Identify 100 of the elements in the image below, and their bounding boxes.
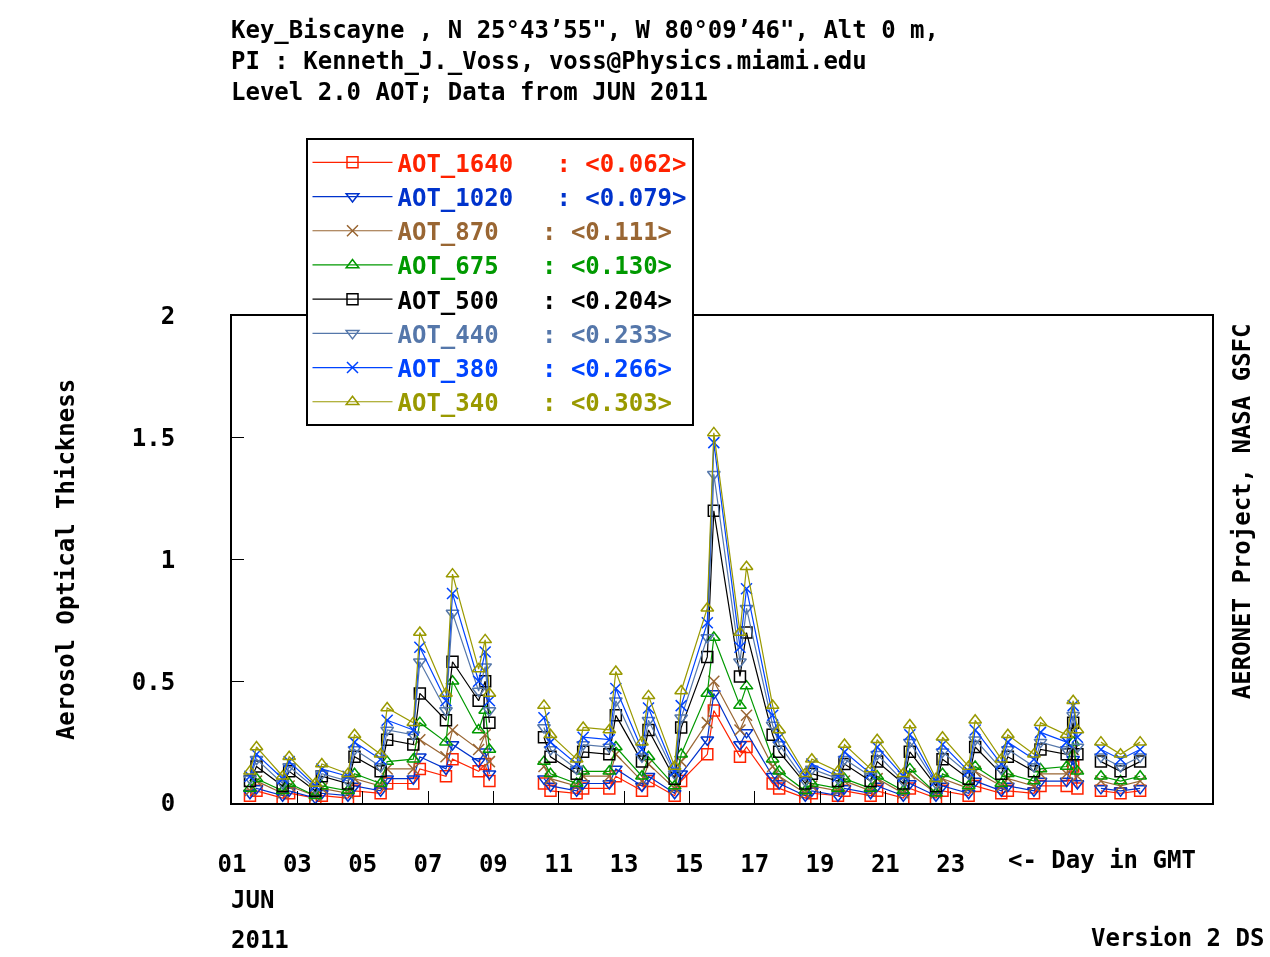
x-tick-label: 21 (870, 849, 900, 878)
text: <- Day in GMT (1008, 846, 1196, 874)
point (994, 777, 1009, 788)
point (902, 738, 917, 749)
point (413, 733, 427, 746)
point (249, 740, 264, 751)
point (478, 675, 492, 688)
point (740, 709, 753, 722)
point (1001, 772, 1015, 785)
point (472, 694, 485, 707)
point (935, 748, 950, 759)
point (1033, 738, 1048, 749)
point (544, 784, 557, 798)
legend-label: AOT_870 : <0.111> (397, 218, 673, 247)
point (1071, 731, 1084, 744)
point (831, 769, 845, 783)
point (569, 777, 584, 788)
point (706, 426, 721, 437)
point (635, 784, 649, 798)
point (733, 723, 747, 737)
point (707, 704, 721, 717)
point (1000, 767, 1015, 778)
point (1071, 748, 1084, 761)
point (1071, 782, 1084, 795)
point (446, 723, 459, 737)
point (1001, 735, 1015, 749)
point (406, 752, 421, 763)
point (483, 716, 496, 729)
point (1094, 755, 1108, 768)
point (570, 779, 583, 793)
point (831, 784, 845, 798)
point (407, 738, 420, 751)
point (482, 706, 497, 717)
point (700, 633, 715, 644)
point (603, 733, 616, 746)
point (701, 748, 714, 761)
point (1070, 723, 1085, 734)
point (936, 752, 949, 766)
x-tick-label: 03 (282, 849, 312, 878)
point (576, 769, 590, 783)
point (413, 762, 427, 776)
text: JUN (231, 886, 275, 914)
point (570, 757, 583, 771)
point (766, 777, 779, 790)
point (1034, 726, 1047, 739)
point (864, 767, 877, 781)
legend-label: AOT_380 : <0.266> (397, 354, 673, 383)
point (445, 609, 460, 620)
point (439, 694, 453, 707)
point (674, 721, 688, 734)
point (961, 779, 976, 790)
point (446, 587, 459, 600)
point (740, 740, 753, 754)
point (347, 728, 362, 739)
point (347, 782, 362, 793)
y-tick-label: 1.5 (131, 424, 176, 453)
point (478, 728, 492, 742)
point (275, 784, 290, 795)
point (1000, 728, 1015, 739)
point (1114, 765, 1127, 778)
point (348, 750, 361, 763)
point (870, 769, 885, 780)
point (740, 582, 753, 595)
point (537, 760, 551, 773)
point (863, 762, 878, 773)
point (1094, 774, 1108, 788)
point (962, 765, 975, 778)
point (1113, 774, 1128, 785)
point (276, 772, 289, 785)
point (929, 774, 943, 788)
x-tick-label: 15 (674, 849, 704, 878)
point (380, 713, 394, 727)
point (544, 735, 557, 749)
point (282, 762, 297, 773)
point (309, 779, 322, 793)
point (374, 752, 387, 766)
point (903, 728, 917, 742)
point (765, 699, 780, 710)
point (1060, 735, 1073, 749)
point (576, 731, 590, 744)
text: AERONET Project, NASA GSFC (1227, 323, 1256, 700)
point (935, 782, 950, 793)
point (739, 679, 754, 690)
y-axis-title: Aerosol Optical Thickness (52, 378, 81, 741)
point (968, 740, 982, 754)
point (446, 655, 459, 669)
text: Version 2 DS (1091, 924, 1265, 952)
point (413, 640, 427, 654)
point (1114, 779, 1127, 793)
point (471, 662, 486, 673)
point (275, 769, 290, 780)
point (482, 770, 497, 781)
x-tick-label: 23 (936, 849, 966, 878)
legend-label: AOT_1640 : <0.062> (397, 149, 687, 178)
chart-title: Key_Biscayne , N 25°43’55", W 80°09’46", Alt 0 m, (231, 16, 940, 44)
point (1059, 728, 1074, 739)
point (766, 760, 779, 773)
point (701, 616, 714, 630)
point (373, 777, 388, 788)
point (380, 726, 395, 737)
